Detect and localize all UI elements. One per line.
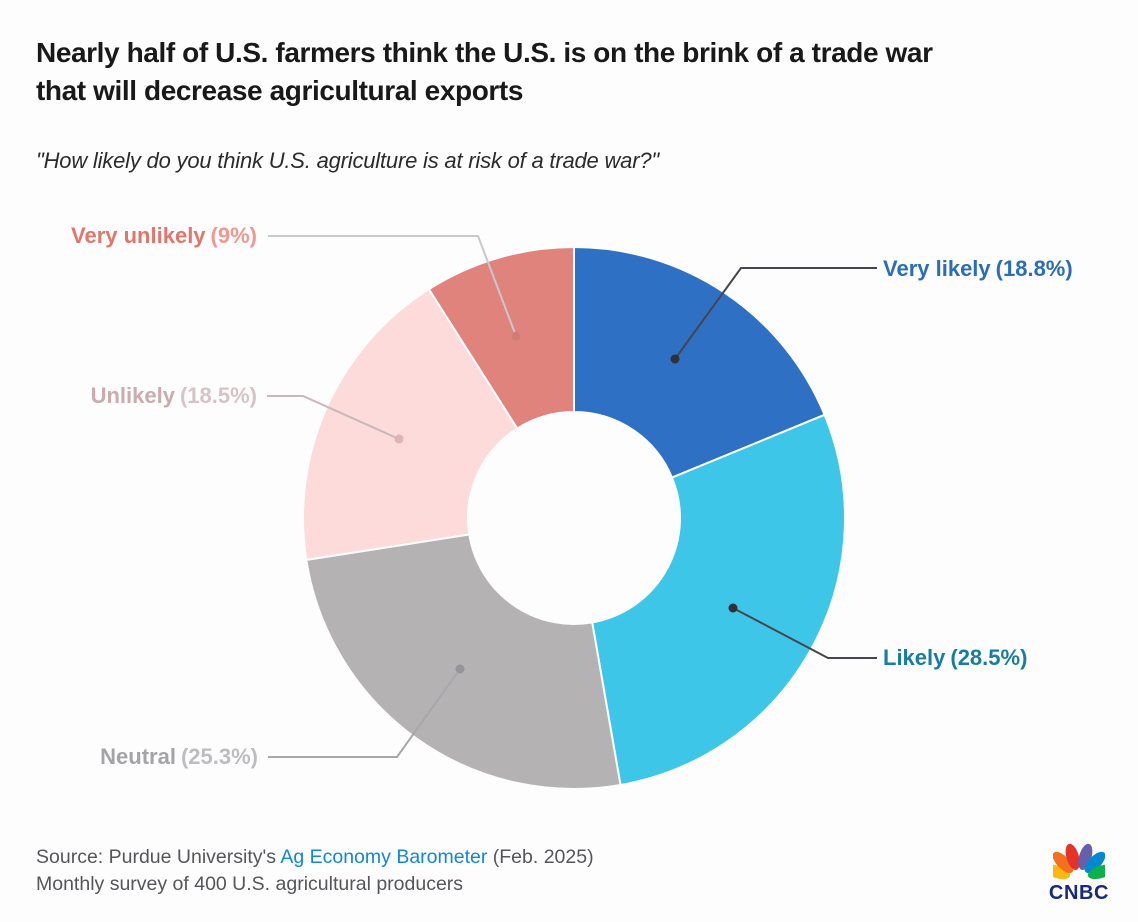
leader-line-very-unlikely	[268, 235, 517, 337]
donut-slice-very-unlikely	[427, 245, 575, 430]
leader-dot-very-likely	[670, 354, 680, 364]
label-unlikely-name: Unlikely	[90, 383, 175, 408]
leader-line-unlikely	[267, 395, 400, 440]
donut-slice-neutral	[305, 533, 622, 790]
label-neutral-pct: (25.3%)	[180, 744, 258, 769]
label-neutral: Neutral (25.3%)	[100, 742, 258, 772]
peacock-feather-1	[1053, 851, 1074, 874]
leader-dot-likely	[728, 603, 738, 613]
label-unlikely-pct: (18.5%)	[179, 383, 257, 408]
source-suffix: (Feb. 2025)	[487, 846, 594, 868]
leader-line-likely	[732, 607, 877, 659]
source-prefix: Source: Purdue University's	[36, 846, 281, 868]
leader-dot-unlikely	[394, 434, 404, 444]
leader-dot-neutral	[455, 664, 465, 674]
label-very-unlikely-pct: (9%)	[210, 223, 257, 248]
label-very-unlikely: Very unlikely (9%)	[71, 221, 257, 251]
label-unlikely: Unlikely (18.5%)	[91, 381, 257, 411]
label-likely: Likely (28.5%)	[883, 643, 1027, 673]
label-very-likely-name: Very likely	[883, 256, 991, 281]
cnbc-logo: CNBC	[1040, 841, 1118, 905]
donut-slice-likely	[591, 413, 847, 787]
label-likely-pct: (28.5%)	[950, 645, 1028, 670]
leader-line-neutral	[268, 668, 461, 758]
source-line-1: Source: Purdue University's Ag Economy B…	[36, 844, 594, 871]
donut-slice-very-likely	[573, 245, 826, 479]
chart-question-subtitle: "How likely do you think U.S. agricultur…	[36, 148, 659, 173]
cnbc-logo-text: CNBC	[1048, 882, 1110, 904]
source-note: Source: Purdue University's Ag Economy B…	[36, 844, 594, 898]
leader-line-very-likely	[674, 267, 877, 360]
cnbc-peacock-icon	[1053, 843, 1105, 880]
chart-title-line-2: that will decrease agricultural exports	[36, 75, 524, 106]
label-likely-name: Likely	[883, 645, 946, 670]
label-very-likely: Very likely (18.8%)	[883, 254, 1073, 284]
donut-slice-unlikely	[302, 287, 519, 562]
peacock-feather-2	[1065, 843, 1080, 870]
chart-title: Nearly half of U.S. farmers think the U.…	[36, 34, 1106, 110]
source-line-2: Monthly survey of 400 U.S. agricultural …	[36, 873, 464, 895]
label-very-likely-pct: (18.8%)	[995, 256, 1073, 281]
label-very-unlikely-name: Very unlikely	[71, 223, 206, 248]
peacock-feather-5	[1087, 864, 1105, 880]
chart-title-line-1: Nearly half of U.S. farmers think the U.…	[36, 37, 933, 68]
peacock-feather-4	[1084, 851, 1105, 874]
source-link[interactable]: Ag Economy Barometer	[280, 846, 488, 868]
label-neutral-name: Neutral	[100, 744, 176, 769]
leader-dot-very-unlikely	[511, 331, 521, 341]
